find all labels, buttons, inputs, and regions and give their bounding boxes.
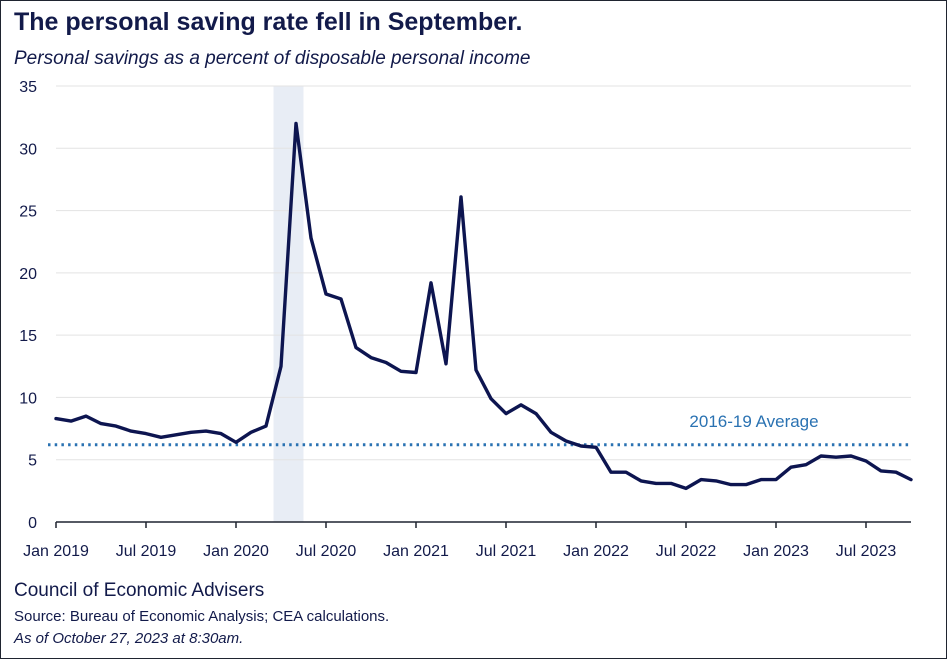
data-point xyxy=(489,397,493,400)
data-point xyxy=(129,429,133,433)
data-point xyxy=(69,419,73,423)
data-point xyxy=(759,478,763,481)
data-point xyxy=(99,422,103,425)
data-point xyxy=(654,482,658,485)
data-point xyxy=(474,368,478,372)
data-point xyxy=(519,403,523,407)
data-point xyxy=(534,412,538,415)
data-point xyxy=(789,465,793,469)
data-point xyxy=(294,122,298,125)
footer-source: Source: Bureau of Economic Analysis; CEA… xyxy=(14,608,390,625)
chart-subtitle: Personal savings as a percent of disposa… xyxy=(14,48,531,69)
data-point xyxy=(84,414,88,418)
data-point xyxy=(714,479,718,483)
data-point xyxy=(354,346,358,349)
data-point xyxy=(279,365,283,368)
x-tick-label: Jan 2022 xyxy=(563,543,629,560)
data-point xyxy=(774,478,778,481)
data-point xyxy=(369,356,373,359)
y-tick-label: 5 xyxy=(28,453,37,470)
data-point xyxy=(174,433,178,436)
data-point xyxy=(219,432,223,435)
recession-shading xyxy=(273,86,304,522)
data-point xyxy=(849,454,853,458)
y-tick-label: 30 xyxy=(19,141,37,158)
data-point xyxy=(264,424,268,428)
x-tick-label: Jul 2023 xyxy=(836,543,897,560)
data-point xyxy=(594,446,598,449)
x-tick-label: Jul 2019 xyxy=(116,543,177,560)
average-label: 2016-19 Average xyxy=(689,412,818,431)
data-point xyxy=(204,429,208,433)
data-point xyxy=(639,479,643,483)
x-tick-label: Jul 2022 xyxy=(656,543,717,560)
x-tick-label: Jan 2020 xyxy=(203,543,269,560)
data-point xyxy=(159,436,163,439)
data-point xyxy=(339,297,343,301)
x-tick-label: Jan 2019 xyxy=(23,543,89,560)
data-point xyxy=(834,456,838,459)
footer-org: Council of Economic Advisers xyxy=(14,580,265,601)
data-point xyxy=(744,483,748,486)
footer-as-of: As of October 27, 2023 at 8:30am. xyxy=(14,630,244,647)
data-point xyxy=(579,444,583,448)
data-point xyxy=(144,432,148,435)
data-point xyxy=(804,463,808,466)
data-point xyxy=(234,441,238,444)
data-point xyxy=(819,454,823,458)
data-point xyxy=(459,195,463,199)
y-tick-label: 35 xyxy=(19,79,37,96)
x-tick-label: Jul 2020 xyxy=(296,543,357,560)
x-tick-label: Jan 2021 xyxy=(383,543,449,560)
data-point xyxy=(309,236,313,240)
data-point xyxy=(549,431,553,434)
y-tick-label: 10 xyxy=(19,390,37,407)
data-point xyxy=(504,412,508,415)
data-point xyxy=(384,361,388,364)
y-tick-label: 20 xyxy=(19,266,37,283)
data-point xyxy=(624,470,628,474)
y-tick-label: 0 xyxy=(28,515,37,532)
data-point xyxy=(399,370,403,373)
data-point xyxy=(609,470,613,474)
data-point xyxy=(444,362,448,365)
series-line-saving-rate xyxy=(54,121,913,491)
chart-title: The personal saving rate fell in Septemb… xyxy=(14,8,523,36)
x-tick-label: Jul 2021 xyxy=(476,543,537,560)
data-point xyxy=(189,431,193,434)
data-point xyxy=(429,281,433,285)
data-point xyxy=(249,431,253,434)
y-tick-label: 15 xyxy=(19,328,37,345)
data-point xyxy=(684,487,688,490)
y-tick-label: 25 xyxy=(19,204,37,221)
data-point xyxy=(324,292,328,296)
data-point xyxy=(669,482,673,485)
data-point xyxy=(864,459,868,463)
data-point xyxy=(699,478,703,481)
data-point xyxy=(894,470,898,474)
data-point xyxy=(879,469,883,473)
data-point xyxy=(414,371,418,374)
x-tick-label: Jan 2023 xyxy=(743,543,809,560)
data-point xyxy=(114,424,118,428)
data-point xyxy=(729,483,733,486)
data-point xyxy=(54,417,58,420)
data-point xyxy=(564,439,568,443)
data-point xyxy=(909,478,913,481)
